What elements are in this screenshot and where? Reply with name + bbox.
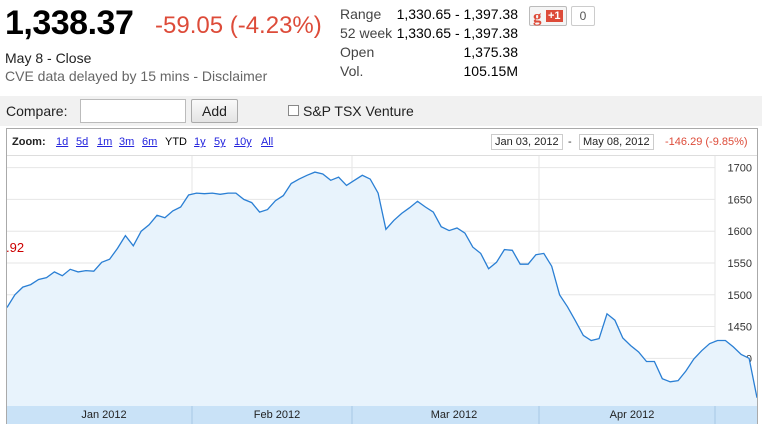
x-tick-label: Feb 2012 (254, 409, 300, 421)
range-change: -146.29 (-9.85%) (665, 136, 748, 148)
y-tick-label: 1600 (728, 226, 752, 238)
quote-session: May 8 - Close (5, 50, 92, 66)
stat-value: 1,375.38 (463, 44, 519, 60)
stat-key: Open (340, 44, 375, 60)
stats-table: Range 1,330.65 - 1,397.38 52 week 1,330.… (340, 6, 530, 82)
x-tick-label: Apr 2012 (610, 409, 655, 421)
venture-label[interactable]: S&P TSX Venture (303, 103, 414, 119)
stat-key: Vol. (340, 63, 364, 79)
x-tick-label: Mar 2012 (431, 409, 477, 421)
quote-change: -59.05 (-4.23%) (155, 12, 322, 39)
y-tick-label: 1650 (728, 194, 752, 206)
date-dash: - (568, 136, 572, 148)
stat-key: 52 week (340, 25, 393, 41)
delay-notice: CVE data delayed by 15 mins - Disclaimer (5, 68, 267, 84)
zoom-1m[interactable]: 1m (97, 136, 113, 148)
series-line (6, 171, 758, 398)
zoom-6m[interactable]: 6m (142, 136, 158, 148)
stat-value: 105.15M (463, 63, 518, 79)
y-tick-label: 1450 (728, 322, 752, 334)
overlay-value: .92 (6, 240, 25, 255)
disclaimer-link[interactable]: Disclaimer (201, 68, 268, 84)
zoom-5d[interactable]: 5d (76, 136, 89, 148)
compare-bar: Compare: Add S&P TSX Venture (0, 96, 762, 126)
x-tick-label: Jan 2012 (81, 409, 126, 421)
zoom-5y[interactable]: 5y (214, 136, 226, 148)
google-plus-icon: g (533, 7, 542, 26)
chart-panel: Zoom: 1d 5d 1m 3m 6m YTD 1y 5y 10y All J… (6, 128, 758, 424)
zoom-bar: Zoom: 1d 5d 1m 3m 6m YTD 1y 5y 10y All J… (7, 129, 757, 155)
y-tick-label: 1700 (728, 163, 752, 175)
end-date-box[interactable]: May 08, 2012 (579, 134, 654, 150)
stat-value: 1,330.65 - 1,397.38 (396, 6, 518, 22)
zoom-10y[interactable]: 10y (234, 136, 252, 148)
zoom-ytd: YTD (165, 136, 187, 148)
stat-row-volume: Vol. 105.15M (340, 63, 530, 82)
google-plus-one-button[interactable]: g +1 (529, 6, 567, 26)
compare-label: Compare: (6, 103, 68, 119)
zoom-1d[interactable]: 1d (56, 136, 69, 148)
price-chart[interactable]: 13501400145015001550160016501700Jan 2012… (6, 156, 758, 424)
zoom-all[interactable]: All (261, 136, 274, 148)
y-tick-label: 1550 (728, 258, 752, 270)
x-axis-band (7, 406, 757, 424)
venture-checkbox[interactable] (288, 105, 299, 116)
zoom-3m[interactable]: 3m (119, 136, 135, 148)
compare-input[interactable] (80, 99, 186, 123)
chart-plot[interactable]: 13501400145015001550160016501700Jan 2012… (6, 155, 758, 424)
stat-row-range: Range 1,330.65 - 1,397.38 (340, 6, 530, 25)
y-tick-label: 1500 (728, 290, 752, 302)
delay-text: CVE data delayed by 15 mins - (5, 68, 202, 84)
stat-value: 1,330.65 - 1,397.38 (396, 25, 518, 41)
stat-row-open: Open 1,375.38 (340, 44, 530, 63)
series-area (7, 172, 757, 406)
stat-key: Range (340, 6, 382, 22)
start-date-box[interactable]: Jan 03, 2012 (491, 134, 563, 150)
quote-price: 1,338.37 (5, 4, 134, 42)
plus-one-label: +1 (546, 10, 563, 22)
add-button[interactable]: Add (191, 99, 238, 123)
zoom-title: Zoom: (12, 136, 46, 148)
zoom-1y[interactable]: 1y (194, 136, 206, 148)
stat-row-52week: 52 week 1,330.65 - 1,397.38 (340, 25, 530, 44)
plus-one-count: 0 (571, 6, 595, 26)
